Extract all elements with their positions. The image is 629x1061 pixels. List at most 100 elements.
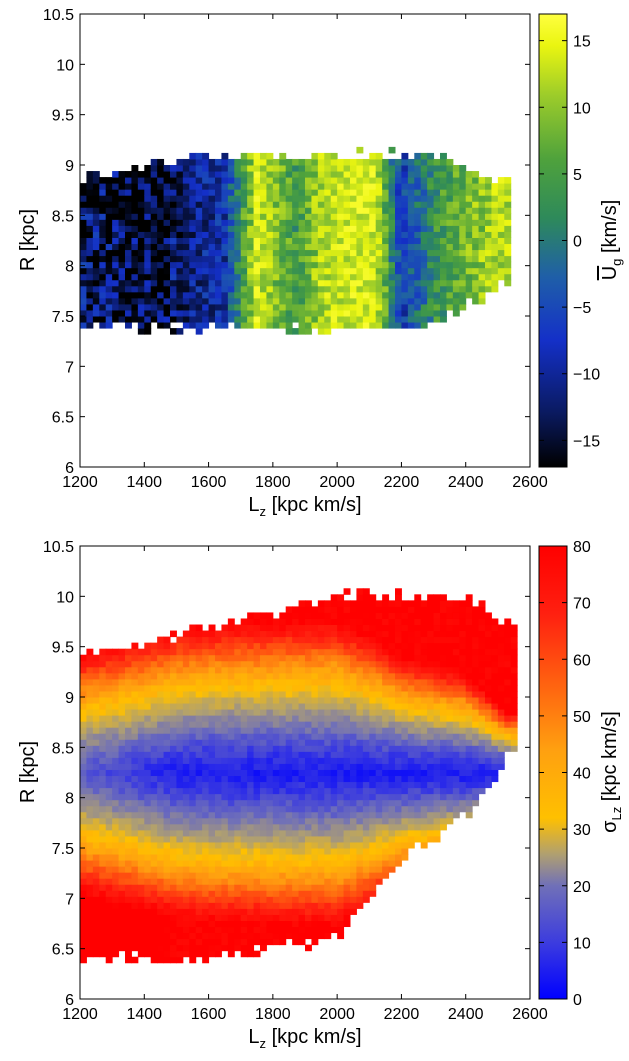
heatmap-cell [195,183,203,190]
heatmap-cell [452,309,460,317]
heatmap-cell [311,727,319,734]
heatmap-cell [112,805,120,813]
heatmap-cell [279,860,287,867]
heatmap-cell [337,600,345,607]
heatmap-cell [144,739,152,746]
heatmap-cell [112,279,120,287]
heatmap-cell [440,793,447,801]
heatmap-cell [170,642,177,650]
heatmap-cell [343,775,351,783]
heatmap-cell [401,660,409,668]
heatmap-cell [324,165,332,172]
heatmap-cell [407,189,415,196]
heatmap-cell [272,926,280,934]
heatmap-cell [105,261,113,269]
heatmap-cell [118,231,126,238]
heatmap-cell [305,721,312,728]
heatmap-cell [343,920,351,928]
heatmap-cell [253,727,261,734]
heatmap-cell [356,195,364,202]
heatmap-cell [388,201,396,208]
heatmap-cell [163,787,171,795]
heatmap-cell [157,872,165,879]
heatmap-cell [433,255,441,263]
heatmap-cell [260,878,267,885]
heatmap-cell [125,823,132,831]
heatmap-cell [92,201,100,208]
heatmap-cell [485,279,492,287]
heatmap-cell [131,684,139,692]
heatmap-cell [388,309,396,317]
heatmap-cell [99,757,107,764]
heatmap-cell [298,322,306,329]
heatmap-cell [317,872,325,879]
heatmap-cell [311,171,319,178]
heatmap-cell [99,854,107,861]
heatmap-cell [485,207,492,214]
heatmap-cell [227,848,235,855]
heatmap-cell [144,303,152,311]
heatmap-cell [215,303,222,311]
heatmap-cell [208,751,216,758]
x-tick-label: 2000 [319,474,355,491]
heatmap-cell [131,291,139,299]
heatmap-cell [362,606,370,613]
heatmap-cell [343,316,351,323]
heatmap-cell [215,666,222,674]
heatmap-cell [311,660,319,668]
heatmap-cell [362,715,370,722]
heatmap-cell [208,787,216,795]
heatmap-cell [189,733,197,740]
heatmap-cell [395,636,402,644]
heatmap-cell [292,618,300,626]
heatmap-cell [388,303,396,311]
heatmap-cell [118,878,126,885]
heatmap-cell [375,177,383,184]
heatmap-cell [433,630,441,638]
heatmap-cell [86,189,94,196]
heatmap-cell [350,195,357,202]
heatmap-cell [176,709,184,716]
heatmap-cell [337,920,345,928]
heatmap-cell [125,231,132,238]
heatmap-cell [137,757,145,764]
heatmap-cell [80,201,87,208]
heatmap-cell [459,805,467,813]
heatmap-cell [157,636,165,644]
heatmap-cell [369,606,377,613]
heatmap-cell [459,672,467,680]
heatmap-cell [215,835,222,843]
heatmap-cell [472,775,480,783]
heatmap-cell [356,606,364,613]
heatmap-cell [240,866,248,873]
heatmap-cell [266,158,274,166]
heatmap-cell [401,219,409,226]
heatmap-cell [80,799,87,807]
heatmap-cell [247,763,255,770]
heatmap-cell [202,171,210,178]
heatmap-cell [279,624,287,632]
heatmap-cell [388,769,396,777]
heatmap-cell [311,703,319,710]
heatmap-cell [343,811,351,819]
heatmap-cell [234,267,242,275]
heatmap-cell [407,231,415,238]
heatmap-cell [395,860,402,867]
heatmap-cell [285,866,293,873]
heatmap-cell [234,703,242,710]
heatmap-cell [388,648,396,656]
heatmap-cell [215,884,222,891]
heatmap-cell [170,854,177,861]
heatmap-cell [176,902,184,909]
heatmap-cell [446,267,454,275]
heatmap-cell [382,267,390,275]
heatmap-cell [414,291,422,299]
heatmap-cell [279,763,287,770]
heatmap-cell [362,207,370,214]
heatmap-cell [356,781,364,789]
heatmap-cell [395,678,402,686]
heatmap-cell [292,835,300,843]
heatmap-cell [279,183,287,190]
heatmap-cell [208,273,216,281]
heatmap-cell [472,279,480,287]
